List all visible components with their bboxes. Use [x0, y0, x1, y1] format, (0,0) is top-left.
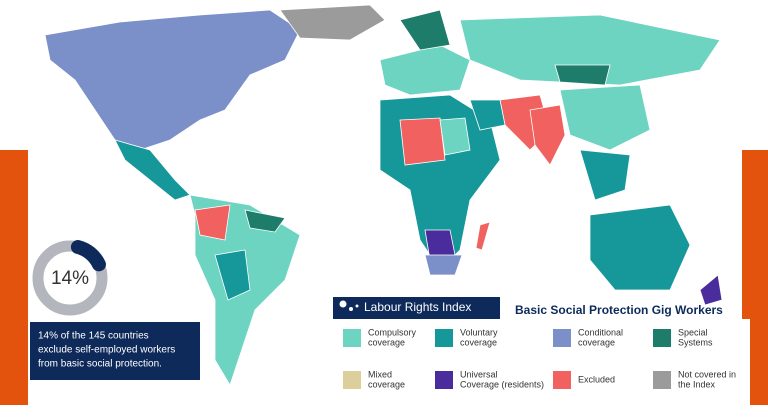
brand: Labour Rights Index	[364, 300, 471, 314]
brand-logo	[339, 300, 359, 311]
legend-label: Compulsory	[368, 327, 417, 337]
title: Basic Social Protection Gig Workers	[515, 303, 723, 317]
brand-box	[333, 297, 500, 319]
donut: 14%	[32, 239, 108, 316]
legend-label: Not covered in	[678, 369, 736, 379]
legend-label: Systems	[678, 337, 713, 347]
legend-label: coverage	[578, 337, 615, 347]
donut-track	[32, 240, 108, 316]
legend-swatch	[343, 329, 361, 347]
legend-swatch	[653, 329, 671, 347]
legend-label: Conditional	[578, 327, 623, 337]
legend-label: Special	[678, 327, 708, 337]
legend-label: Mixed	[368, 369, 392, 379]
legend-label: coverage	[460, 337, 497, 347]
legend-swatch	[435, 371, 453, 389]
legend: CompulsorycoverageVoluntarycoverageCondi…	[343, 327, 736, 389]
donut-label: 14%	[51, 268, 89, 289]
world-map	[44, 4, 723, 386]
note-line: from basic social protection.	[38, 359, 162, 370]
legend-label: Excluded	[578, 374, 615, 384]
legend-label: Coverage (residents)	[460, 379, 544, 389]
legend-swatch	[653, 371, 671, 389]
legend-swatch	[553, 329, 571, 347]
legend-box	[333, 319, 750, 405]
legend-label: coverage	[368, 337, 405, 347]
legend-swatch	[435, 329, 453, 347]
legend-swatch	[553, 371, 571, 389]
legend-label: Voluntary	[460, 327, 498, 337]
note-line: exclude self-employed workers	[38, 345, 175, 356]
legend-label: coverage	[368, 379, 405, 389]
note-line: 14% of the 145 countries	[38, 331, 149, 342]
note-box	[30, 322, 200, 380]
donut-arc	[70, 239, 106, 272]
legend-swatch	[343, 371, 361, 389]
legend-label: the Index	[678, 379, 716, 389]
legend-label: Universal	[460, 369, 498, 379]
note: 14% of the 145 countries exclude self-emp…	[38, 331, 175, 370]
